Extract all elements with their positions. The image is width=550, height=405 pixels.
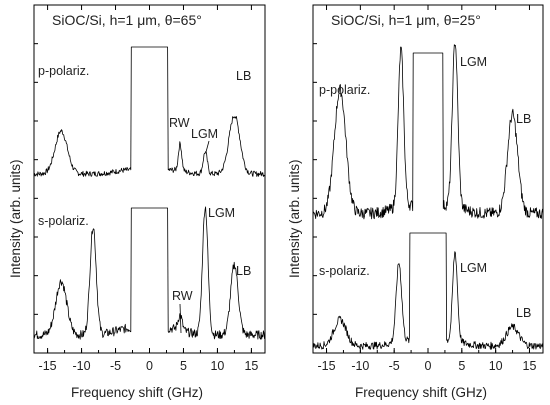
annotation-left-lgm-bottom: LGM xyxy=(208,206,235,220)
annotation-arrow-left-lgm-top xyxy=(205,140,210,153)
annotation-right-lb-top: LB xyxy=(516,112,531,126)
x-tick-label: -10 xyxy=(73,359,91,373)
panel-title-right: SiOC/Si, h=1 μm, θ=25° xyxy=(331,12,481,28)
x-tick-label: -10 xyxy=(351,359,369,373)
x-tick-label: -5 xyxy=(110,359,121,373)
annotation-left-lb-top: LB xyxy=(236,69,251,83)
tick-group-right xyxy=(313,5,530,353)
tick-label-group-left: -15 -10 -5 0 5 10 15 xyxy=(39,359,259,373)
plot-frame-left xyxy=(33,4,266,354)
panel-title-left: SiOC/Si, h=1 μm, θ=65° xyxy=(52,12,202,28)
x-axis-label-left: Frequency shift (GHz) xyxy=(71,385,203,400)
annotation-right-lgm-bottom: LGM xyxy=(460,261,487,275)
y-axis-label-left: Intensity (arb. units) xyxy=(8,159,23,278)
panel-right: SiOC/Si, h=1 μm, θ=25° -15 -10 -5 0 5 10 15 p-… xyxy=(287,4,544,400)
x-tick-label: 10 xyxy=(489,359,503,373)
series-label-left-s: s-polariz. xyxy=(38,214,89,228)
y-axis-label-right: Intensity (arb. units) xyxy=(287,159,302,278)
annotation-right-lb-bottom: LB xyxy=(516,306,531,320)
trace-right-s-polariz xyxy=(312,232,544,350)
annotation-left-lb-bottom: LB xyxy=(236,264,251,278)
x-tick-label: 5 xyxy=(458,359,465,373)
x-tick-label: 0 xyxy=(146,359,153,373)
x-tick-label: 0 xyxy=(425,359,432,373)
x-tick-label: -15 xyxy=(39,359,57,373)
annotation-right-lgm-top: LGM xyxy=(460,55,487,69)
x-tick-label: -15 xyxy=(317,359,335,373)
trace-left-s-polariz xyxy=(33,206,266,340)
x-tick-label: 15 xyxy=(523,359,537,373)
tick-group-left xyxy=(34,5,252,353)
tick-label-group-right: -15 -10 -5 0 5 10 15 xyxy=(317,359,536,373)
plot-frame-right xyxy=(312,4,544,354)
annotation-left-rw-top: RW xyxy=(169,116,190,130)
annotation-left-rw-bottom: RW xyxy=(172,289,193,303)
annotation-arrow-left-rw-bottom xyxy=(179,303,182,334)
x-tick-label: 10 xyxy=(210,359,224,373)
annotation-left-lgm-top: LGM xyxy=(191,127,218,141)
x-tick-label: -5 xyxy=(389,359,400,373)
trace-right-p-polariz xyxy=(312,44,544,220)
x-tick-label: 5 xyxy=(180,359,187,373)
x-tick-label: 15 xyxy=(244,359,258,373)
series-label-right-s: s-polariz. xyxy=(319,264,370,278)
panel-left: SiOC/Si, h=1 μm, θ=65° -15 -10 -5 0 5 10 15 p-… xyxy=(8,4,266,400)
series-label-right-p: p-polariz. xyxy=(319,83,370,97)
x-axis-label-right: Frequency shift (GHz) xyxy=(355,385,487,400)
series-label-left-p: p-polariz. xyxy=(38,64,89,78)
trace-left-p-polariz xyxy=(33,46,266,177)
